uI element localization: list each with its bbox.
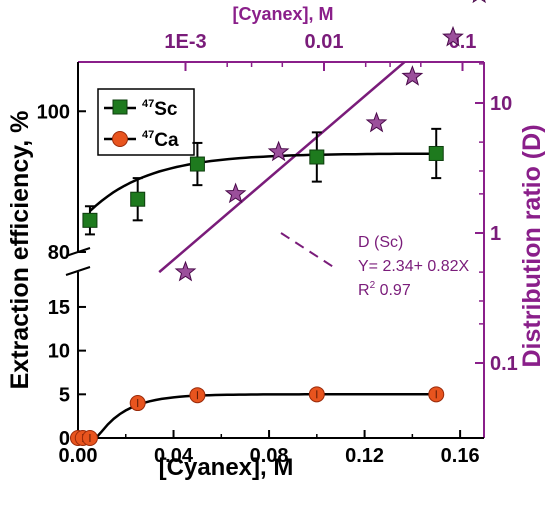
point-sc (130, 191, 146, 207)
right-tick-label: 0.1 (490, 353, 518, 375)
point-sc (82, 212, 98, 228)
x-tick-label: 0.16 (441, 445, 480, 467)
point-d-sc (267, 140, 290, 162)
y-axis-label: Extraction efficiency, % (6, 111, 34, 390)
top-axis-label: [Cyanex], M (232, 4, 333, 24)
point-d-sc (401, 65, 424, 86)
annotation-r: R (358, 282, 370, 299)
point-d-sc (224, 182, 247, 204)
top-tick-label: 0.01 (305, 31, 344, 53)
x-tick-label: 0.00 (59, 445, 98, 467)
right-axis-label: Distribution ratio (D) (518, 124, 546, 367)
point-sc (189, 156, 205, 172)
y-tick-label: 80 (48, 242, 70, 264)
x-axis-label: [Cyanex], M (159, 454, 294, 481)
annotation-pointer (280, 232, 339, 271)
right-tick-label: 10 (490, 93, 512, 115)
legend-box (97, 88, 195, 156)
legend-mass-ca: 47 (142, 129, 154, 141)
legend-mass-sc: 47 (142, 98, 154, 110)
y-tick-label: 15 (48, 297, 70, 319)
legend: 47Sc 47Ca (97, 88, 195, 156)
x-tick-label: 0.04 (154, 445, 194, 467)
ticks: 0.00 0.04 0.08 0.12 0.16 0 5 10 15 80 100 0.1 1 10 1E-… (37, 31, 518, 467)
curve-sc (89, 152, 437, 213)
axis-break-bottom (65, 266, 91, 276)
legend-label-ca: 47Ca (142, 129, 179, 151)
point-d-sc (174, 260, 197, 282)
annotation-line3: R2 0.97 (358, 280, 411, 299)
x-tick-label: 0.12 (345, 445, 384, 467)
legend-element-sc: Sc (154, 99, 178, 120)
point-d-sc (472, 0, 486, 4)
x-tick-label: 0.08 (250, 445, 289, 467)
marks (70, 0, 486, 446)
legend-marker-ca (112, 131, 128, 147)
point-d-sc (365, 111, 388, 133)
right-tick-label: 1 (490, 223, 501, 245)
annotation-r-sup: 2 (370, 280, 376, 291)
top-tick-label: 1E-3 (164, 31, 206, 53)
annotation-line2: Y= 2.34+ 0.82X (358, 258, 470, 275)
legend-marker-sc (112, 99, 128, 115)
annotation-r-value: 0.97 (375, 282, 411, 299)
point-sc (309, 149, 325, 165)
annotation-line1: D (Sc) (358, 234, 403, 251)
y-tick-label: 10 (48, 341, 70, 363)
legend-element-ca: Ca (154, 130, 179, 151)
legend-label-sc: 47Sc (142, 98, 178, 120)
y-tick-label: 100 (37, 101, 70, 123)
point-d-sc (442, 25, 464, 47)
point-sc (428, 145, 444, 161)
y-tick-label: 0 (59, 428, 70, 450)
y-tick-label: 5 (59, 384, 70, 406)
